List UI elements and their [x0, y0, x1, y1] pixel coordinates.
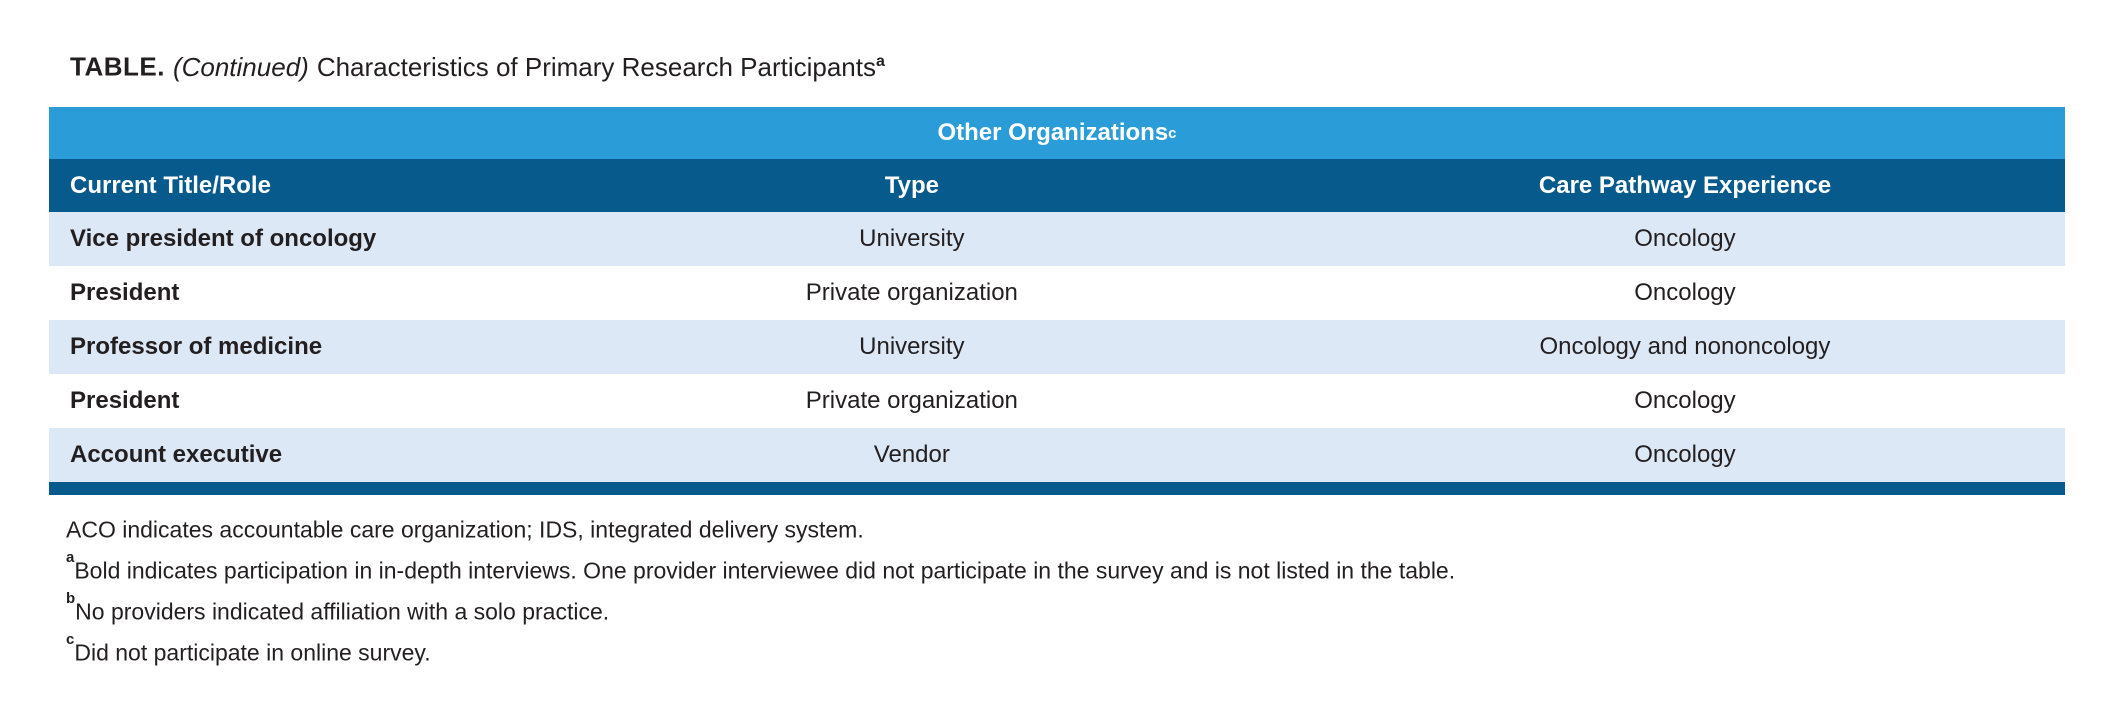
footnote-text: ACO indicates accountable care organizat… [66, 516, 864, 543]
table-row: Professor of medicine University Oncolog… [49, 320, 2065, 374]
span-header-row: Other Organizations c [49, 107, 2065, 159]
table-title: TABLE. (Continued) Characteristics of Prim… [70, 45, 885, 84]
footnote-marker: c [66, 631, 75, 648]
table-continued-label: (Continued) [172, 51, 309, 82]
cell-title-role: Account executive [70, 441, 283, 468]
cell-type: Vendor [873, 441, 950, 468]
table-title-superscript: a [876, 53, 885, 70]
table-row: President Private organization Oncology [49, 374, 2065, 428]
footnote-marker: b [66, 590, 76, 607]
table-row: Account executive Vendor Oncology [49, 428, 2065, 482]
footnote-a: aBold indicates participation in in-dept… [66, 545, 1455, 586]
cell-type: Private organization [805, 279, 1018, 306]
cell-experience: Oncology [1634, 441, 1736, 468]
cell-title-role: Vice president of oncology [70, 225, 377, 252]
cell-experience: Oncology [1634, 387, 1736, 414]
span-header-superscript: c [1168, 124, 1177, 142]
column-header-row: Current Title/Role Type Care Pathway Exp… [49, 159, 2065, 212]
footnote-marker: a [66, 549, 75, 566]
table-label: TABLE. [70, 51, 165, 82]
table-bottom-rule [49, 482, 2065, 495]
table-title-text: Characteristics of Primary Research Part… [316, 51, 876, 82]
cell-type: University [859, 333, 965, 360]
cell-title-role: President [70, 387, 180, 414]
footnote-text: Did not participate in online survey. [74, 639, 431, 666]
cell-experience: Oncology and nononcology [1539, 333, 1831, 360]
cell-experience: Oncology [1634, 225, 1736, 252]
cell-experience: Oncology [1634, 279, 1736, 306]
table-row: President Private organization Oncology [49, 266, 2065, 320]
column-header-type: Type [884, 171, 939, 199]
footnote-abbreviations: ACO indicates accountable care organizat… [66, 504, 1455, 545]
cell-type: University [859, 225, 965, 252]
column-header-title-role: Current Title/Role [70, 171, 271, 199]
footnotes: ACO indicates accountable care organizat… [66, 504, 1455, 668]
footnote-text: Bold indicates participation in in-depth… [74, 557, 1456, 584]
span-header-text: Other Organizations [937, 119, 1169, 146]
footnote-b: bNo providers indicated affiliation with… [66, 586, 1455, 627]
footnote-c: cDid not participate in online survey. [66, 627, 1455, 668]
cell-type: Private organization [805, 387, 1018, 414]
cell-title-role: Professor of medicine [70, 333, 323, 360]
column-header-experience: Care Pathway Experience [1538, 171, 1832, 199]
footnote-text: No providers indicated affiliation with … [75, 598, 610, 625]
participants-table: Other Organizations c Current Title/Role … [49, 107, 2065, 495]
cell-title-role: President [70, 279, 180, 306]
table-row: Vice president of oncology University On… [49, 212, 2065, 266]
